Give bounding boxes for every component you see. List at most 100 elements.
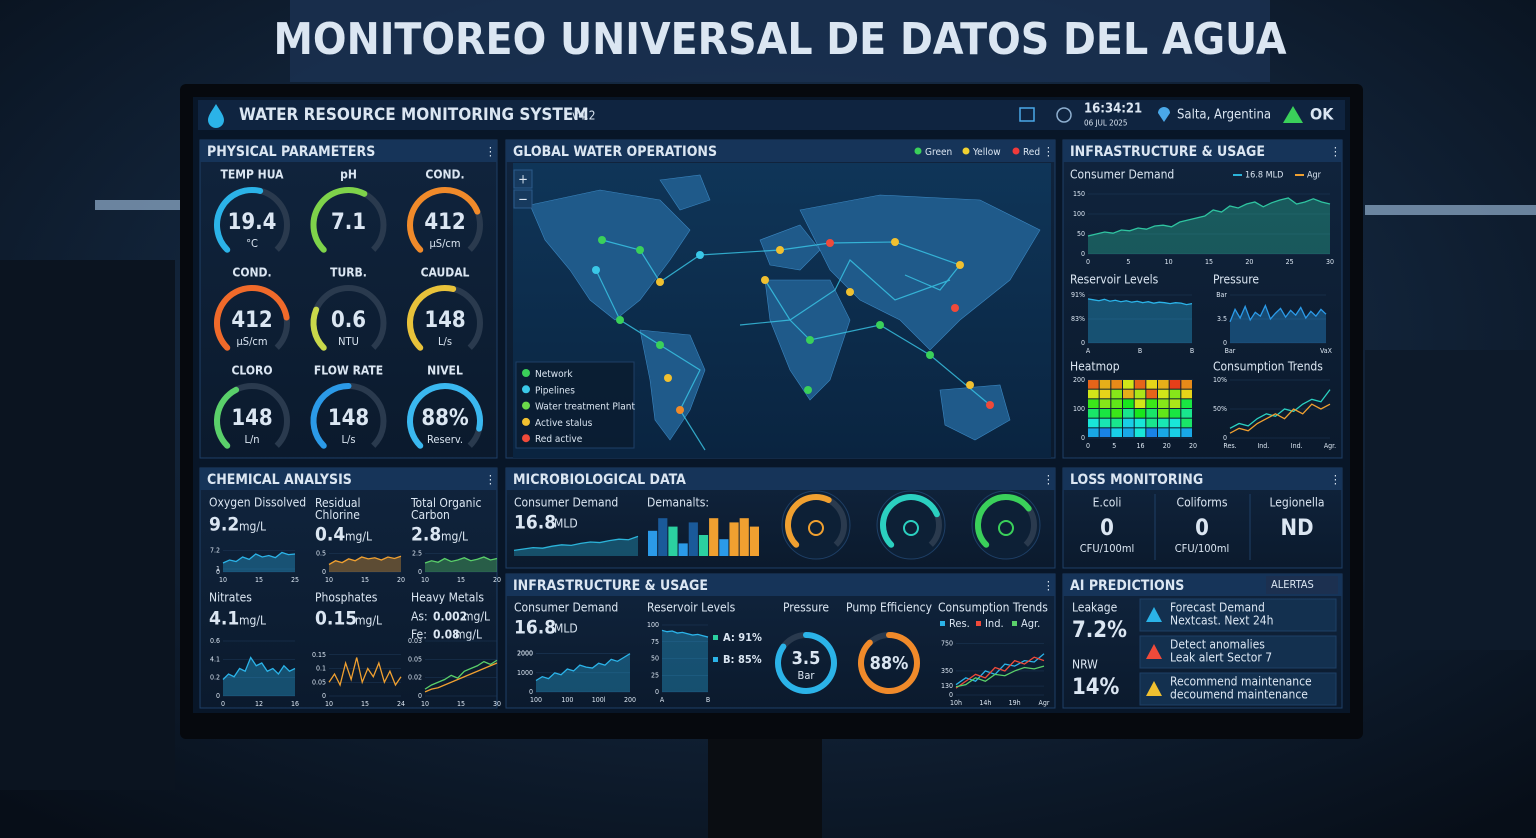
area bbox=[425, 557, 497, 572]
metric-value: 0 bbox=[1100, 516, 1114, 541]
heat-cell bbox=[1181, 409, 1192, 418]
metric-value: 0.08 bbox=[433, 628, 460, 642]
metric-unit: mg/L bbox=[239, 614, 266, 628]
line bbox=[1229, 389, 1331, 429]
gauge-face bbox=[781, 490, 851, 560]
x-tick-label: 0 bbox=[1086, 442, 1090, 450]
continent bbox=[659, 174, 711, 211]
gauge-arc bbox=[310, 187, 368, 253]
node bbox=[876, 321, 884, 329]
metric-value: 0.4 bbox=[315, 524, 345, 546]
x-tick-label: Bar bbox=[1225, 347, 1236, 355]
bar bbox=[678, 543, 688, 556]
area bbox=[662, 630, 708, 692]
panel-title: PHYSICAL PARAMETERS bbox=[207, 144, 375, 160]
gauge-value: 88% bbox=[421, 406, 469, 431]
metric-label: Heavy Metals bbox=[411, 591, 484, 605]
gauge-label: COND. bbox=[232, 266, 271, 280]
line bbox=[955, 656, 1045, 689]
metric-label: Residual Chlorine bbox=[315, 496, 361, 522]
y-tick-label: 150 bbox=[1073, 190, 1085, 198]
gauge-label: FLOW RATE bbox=[314, 364, 383, 378]
metric-unit: CFU/100ml bbox=[1175, 542, 1229, 555]
node bbox=[986, 401, 994, 409]
metric-value: 16.8 bbox=[514, 617, 556, 639]
gauge-value: 19.4 bbox=[228, 210, 277, 235]
metric-label: Coliforms bbox=[1177, 496, 1228, 510]
node bbox=[826, 239, 834, 247]
status: OK bbox=[1310, 105, 1334, 124]
heat-cell bbox=[1181, 380, 1192, 389]
metric-unit: mg/L bbox=[355, 614, 382, 628]
menu-dots: ⋮ bbox=[1330, 473, 1341, 487]
legend-label: Active stalus bbox=[535, 418, 593, 429]
line bbox=[535, 653, 631, 682]
legend-label: Green bbox=[925, 147, 952, 158]
bar bbox=[668, 526, 678, 556]
area bbox=[536, 653, 630, 692]
node bbox=[951, 304, 959, 312]
drop-icon bbox=[208, 104, 224, 128]
heat-cell bbox=[1099, 389, 1111, 399]
heat-cell bbox=[1111, 409, 1122, 418]
node bbox=[592, 266, 600, 274]
heat-cell bbox=[1099, 409, 1111, 418]
heat-cell bbox=[1181, 389, 1192, 399]
zoom-label[interactable]: + bbox=[518, 173, 528, 188]
gauge-arc bbox=[775, 632, 837, 694]
x-tick-label: 15 bbox=[361, 700, 369, 708]
zoom-label[interactable]: − bbox=[518, 193, 528, 208]
x-tick-label: 15 bbox=[457, 700, 465, 708]
heat-cell bbox=[1146, 399, 1157, 408]
y-tick-label: Bar bbox=[1216, 291, 1227, 299]
legend-label: Agr bbox=[1307, 171, 1322, 181]
clock-date: 06 JUL 2025 bbox=[1084, 119, 1127, 128]
metric-label: Consumer Demand bbox=[514, 496, 618, 510]
gauge-label: TEMP HUA bbox=[221, 168, 285, 182]
heat-cell bbox=[1123, 428, 1134, 437]
metric-label: Consumer Demand bbox=[514, 601, 618, 615]
alert-detail: decoumend maintenance bbox=[1170, 688, 1308, 702]
x-tick-label: Res. bbox=[1223, 442, 1236, 450]
legend-label: Yellow bbox=[972, 147, 1001, 158]
gauge-unit: L/s bbox=[438, 335, 452, 348]
y-tick-label: 0 bbox=[655, 688, 659, 696]
metric-key: Fe: bbox=[411, 628, 427, 642]
line bbox=[328, 657, 402, 687]
panel-title: AI PREDICTIONS bbox=[1070, 578, 1184, 594]
y-tick-label: 2000 bbox=[517, 650, 533, 658]
heat-cell bbox=[1158, 389, 1169, 399]
line bbox=[328, 555, 402, 566]
y-tick-label: 0 bbox=[1081, 339, 1085, 347]
y-tick-label: 0 bbox=[1223, 339, 1227, 347]
metric-label: Consumption Trends bbox=[938, 601, 1048, 615]
panel-header bbox=[200, 140, 497, 162]
gauge-arc bbox=[407, 187, 481, 253]
banner bbox=[290, 0, 1270, 82]
badge-label[interactable]: ALERTAS bbox=[1271, 578, 1314, 591]
heat-cell bbox=[1111, 428, 1122, 437]
continent bbox=[529, 189, 691, 321]
x-tick-label: A bbox=[660, 696, 665, 704]
alert-card bbox=[1139, 598, 1337, 632]
y-tick-label: 91% bbox=[1071, 291, 1085, 299]
y-tick-label: 0.05 bbox=[408, 655, 422, 663]
alert-title: Detect anomalies bbox=[1170, 638, 1265, 652]
chart-title: Consumer Demand bbox=[1070, 168, 1174, 182]
legend-swatch bbox=[713, 635, 718, 640]
metric-value: 88% bbox=[870, 653, 909, 674]
y-tick-label: 0.1 bbox=[316, 665, 326, 673]
heat-cell bbox=[1099, 428, 1111, 437]
location-icon bbox=[1158, 107, 1170, 122]
continent bbox=[639, 329, 706, 441]
metric-value: 3.5 bbox=[792, 648, 821, 669]
metric-unit: mg/L bbox=[455, 628, 482, 642]
heat-cell bbox=[1169, 399, 1181, 408]
legend-label: Red bbox=[1023, 147, 1040, 158]
panel-title: CHEMICAL ANALYSIS bbox=[207, 472, 352, 488]
alert-card bbox=[1139, 672, 1337, 706]
metric-key: As: bbox=[411, 610, 428, 624]
heat-cell bbox=[1134, 418, 1146, 428]
legend-dot bbox=[914, 147, 922, 155]
gauge-icon bbox=[903, 520, 919, 536]
